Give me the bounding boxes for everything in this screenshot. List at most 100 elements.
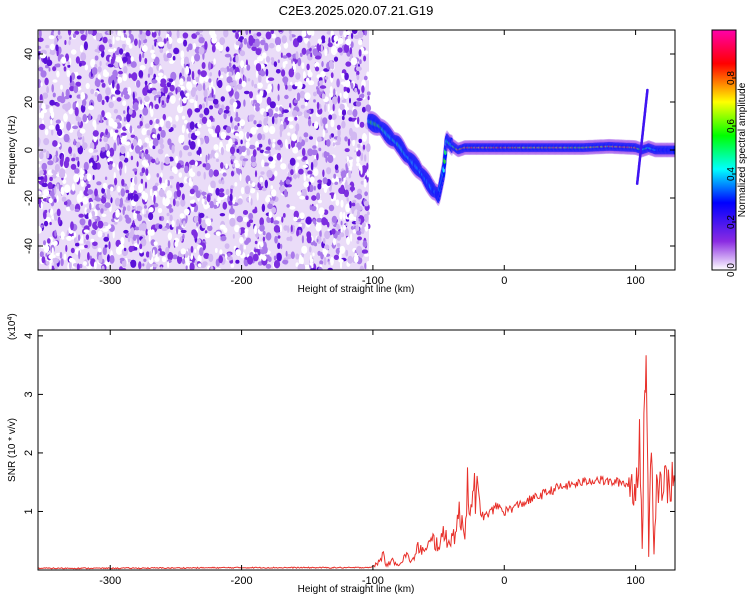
snr-line <box>38 355 675 570</box>
noise-blob <box>260 241 264 248</box>
noise-blob <box>190 245 194 253</box>
noise-blob <box>239 227 246 234</box>
noise-blob <box>311 108 314 114</box>
noise-blob <box>286 204 290 208</box>
noise-blob <box>51 169 55 174</box>
noise-blob <box>128 30 132 36</box>
noise-blob <box>316 238 319 243</box>
noise-blob <box>301 235 304 244</box>
noise-blob <box>49 221 52 226</box>
noise-blob <box>312 252 315 257</box>
noise-blob <box>76 75 82 80</box>
noise-blob <box>144 181 148 189</box>
noise-blob <box>167 251 174 261</box>
noise-blob <box>268 138 271 145</box>
noise-blob <box>267 203 273 210</box>
bottom-y-tick-label: 4 <box>23 333 35 339</box>
noise-blob <box>176 37 184 44</box>
noise-blob <box>115 30 118 35</box>
noise-blob <box>358 49 362 57</box>
noise-blob <box>166 212 170 217</box>
noise-blob <box>90 162 93 167</box>
noise-blob <box>78 250 81 260</box>
noise-blob <box>312 145 317 149</box>
noise-blob <box>323 185 328 194</box>
noise-blob <box>287 225 290 234</box>
noise-blob <box>145 210 149 216</box>
noise-blob <box>183 176 189 184</box>
noise-blob <box>336 78 340 88</box>
noise-blob <box>330 133 334 138</box>
noise-blob <box>240 187 245 195</box>
noise-blob <box>201 191 207 196</box>
noise-blob <box>63 200 68 206</box>
noise-blob <box>64 40 67 45</box>
noise-blob <box>343 43 350 54</box>
noise-blob <box>288 68 295 78</box>
noise-blob <box>88 105 94 111</box>
noise-blob <box>357 143 361 148</box>
bottom-y-tick-label: 2 <box>23 450 35 456</box>
noise-blob <box>169 84 175 92</box>
noise-blob <box>45 261 50 265</box>
noise-blob <box>306 109 312 114</box>
noise-blob <box>119 48 124 55</box>
noise-blob <box>109 255 115 264</box>
noise-blob <box>87 252 90 261</box>
noise-blob <box>211 133 218 138</box>
noise-blob <box>139 120 143 127</box>
noise-blob <box>237 122 240 127</box>
noise-blob <box>312 159 318 168</box>
noise-blob <box>203 252 210 259</box>
noise-blob <box>80 180 85 187</box>
noise-blob <box>220 131 227 140</box>
noise-blob <box>230 170 235 177</box>
noise-blob <box>316 136 322 143</box>
noise-blob <box>68 146 73 154</box>
noise-blob <box>69 86 75 92</box>
noise-blob <box>204 135 210 144</box>
noise-blob <box>363 200 369 207</box>
noise-blob <box>333 88 336 97</box>
noise-blob <box>90 30 93 35</box>
noise-blob <box>363 55 367 62</box>
noise-blob <box>119 257 125 262</box>
noise-blob <box>160 172 163 178</box>
colorbar-tick-label: 0.2 <box>726 215 737 229</box>
noise-blob <box>80 34 87 41</box>
noise-blob <box>189 188 195 195</box>
noise-blob <box>296 229 300 237</box>
noise-blob <box>220 235 227 242</box>
noise-blob <box>251 182 256 188</box>
noise-blob <box>44 128 49 136</box>
noise-blob <box>171 144 175 154</box>
noise-blob <box>204 233 211 239</box>
noise-blob <box>338 37 344 45</box>
noise-blob <box>112 162 116 168</box>
noise-blob <box>110 197 113 204</box>
noise-blob <box>135 234 140 239</box>
noise-blob <box>92 162 99 170</box>
noise-blob <box>180 229 187 234</box>
noise-blob <box>155 118 160 124</box>
noise-blob <box>257 133 262 141</box>
noise-blob <box>168 30 172 37</box>
noise-blob <box>105 112 112 119</box>
noise-blob <box>49 99 55 106</box>
noise-blob <box>133 246 138 251</box>
noise-blob <box>328 204 335 212</box>
noise-blob <box>169 95 176 104</box>
noise-blob <box>319 260 324 265</box>
noise-blob <box>349 186 355 192</box>
noise-blob <box>310 161 314 171</box>
noise-blob <box>287 84 293 92</box>
noise-blob <box>235 249 242 257</box>
noise-blob <box>259 217 265 227</box>
noise-blob <box>122 100 127 107</box>
noise-blob <box>68 257 74 263</box>
noise-blob <box>157 72 164 77</box>
noise-blob <box>165 246 170 255</box>
noise-blob <box>181 67 185 77</box>
noise-blob <box>101 99 105 106</box>
noise-blob <box>158 188 165 198</box>
